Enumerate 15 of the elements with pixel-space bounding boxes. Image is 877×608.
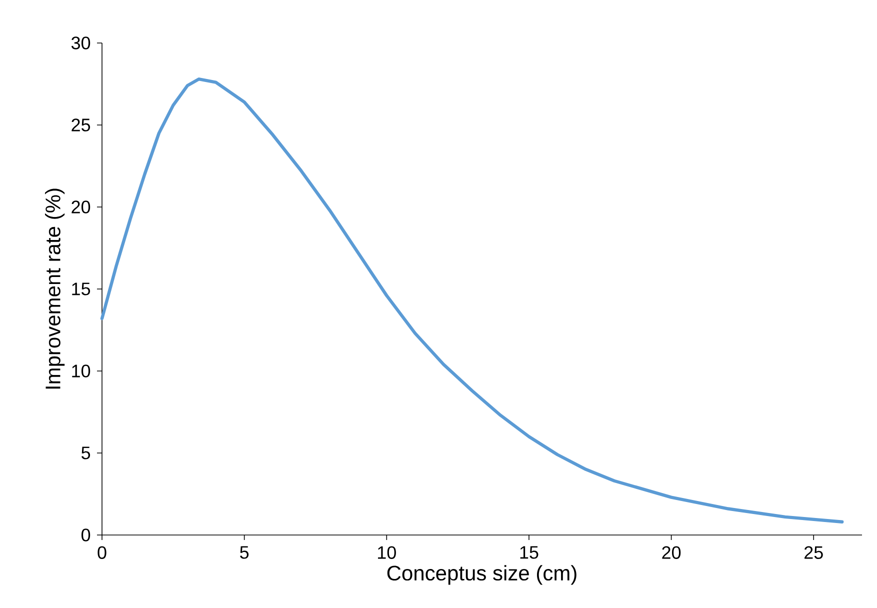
y-tick-label: 30: [71, 36, 90, 50]
y-tick-label: 25: [72, 118, 90, 132]
y-tick-label: 10: [72, 364, 90, 378]
x-tick-label: 15: [520, 546, 538, 559]
y-tick-label: 5: [82, 446, 90, 460]
x-tick-label: 5: [240, 546, 249, 559]
y-tick-label: 20: [72, 200, 90, 214]
y-axis-title: Improvement rate (%): [45, 188, 65, 389]
x-tick-label: 20: [662, 546, 681, 559]
x-tick-label: 0: [98, 546, 106, 559]
y-tick-label: 15: [72, 282, 90, 296]
x-tick-label: 10: [378, 546, 396, 559]
y-tick-label: 0: [81, 528, 90, 542]
x-tick-label: 25: [804, 546, 823, 559]
x-axis-title: Conceptus size (cm): [387, 565, 576, 585]
